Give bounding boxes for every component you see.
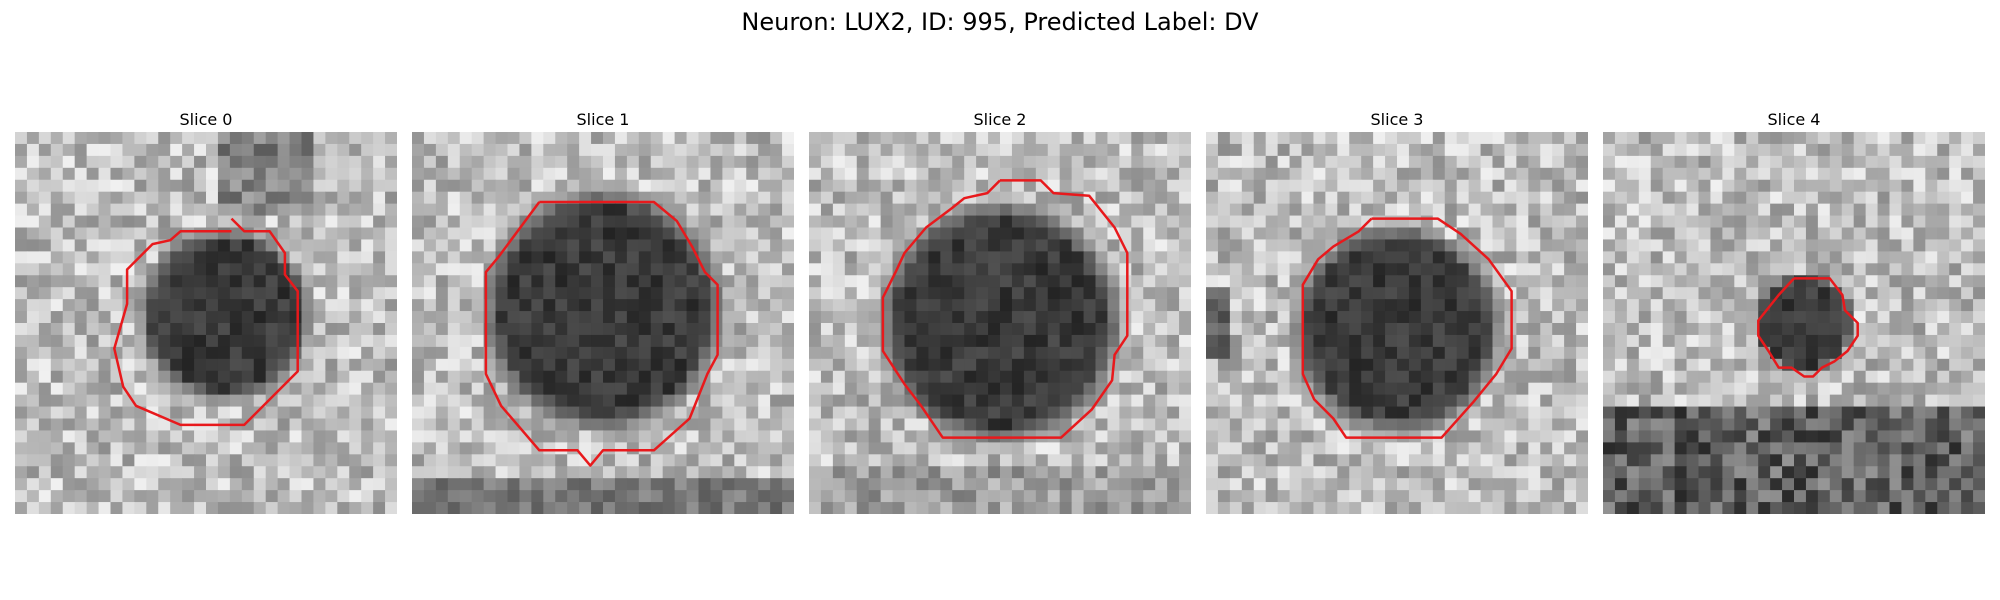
segmentation-contour — [113, 217, 299, 427]
figure-title: Neuron: LUX2, ID: 995, Predicted Label: … — [741, 8, 1259, 36]
slice-panel-2: Slice 2 — [809, 108, 1191, 514]
slice-panel-0: Slice 0 — [15, 108, 397, 514]
slice-image — [15, 132, 397, 514]
slice-image — [809, 132, 1191, 514]
slice-image — [1206, 132, 1588, 514]
slice-panel-4: Slice 4 — [1603, 108, 1985, 514]
segmentation-contour — [881, 179, 1129, 439]
slice-panel-1: Slice 1 — [412, 108, 794, 514]
slice-title: Slice 3 — [1370, 110, 1424, 129]
pixel-grid — [809, 132, 1191, 514]
slice-title: Slice 4 — [1767, 110, 1821, 129]
segmentation-contour — [484, 200, 719, 467]
pixel-grid — [412, 132, 794, 514]
pixel-grid — [15, 132, 397, 514]
pixel-grid — [1603, 132, 1985, 514]
segmentation-contour — [1757, 277, 1859, 378]
slice-title: Slice 0 — [179, 110, 233, 129]
slice-title: Slice 1 — [576, 110, 630, 129]
segmentation-contour — [1301, 217, 1513, 439]
slice-title: Slice 2 — [973, 110, 1027, 129]
slice-panel-3: Slice 3 — [1206, 108, 1588, 514]
pixel-grid — [1206, 132, 1588, 514]
slice-image — [412, 132, 794, 514]
slice-image — [1603, 132, 1985, 514]
